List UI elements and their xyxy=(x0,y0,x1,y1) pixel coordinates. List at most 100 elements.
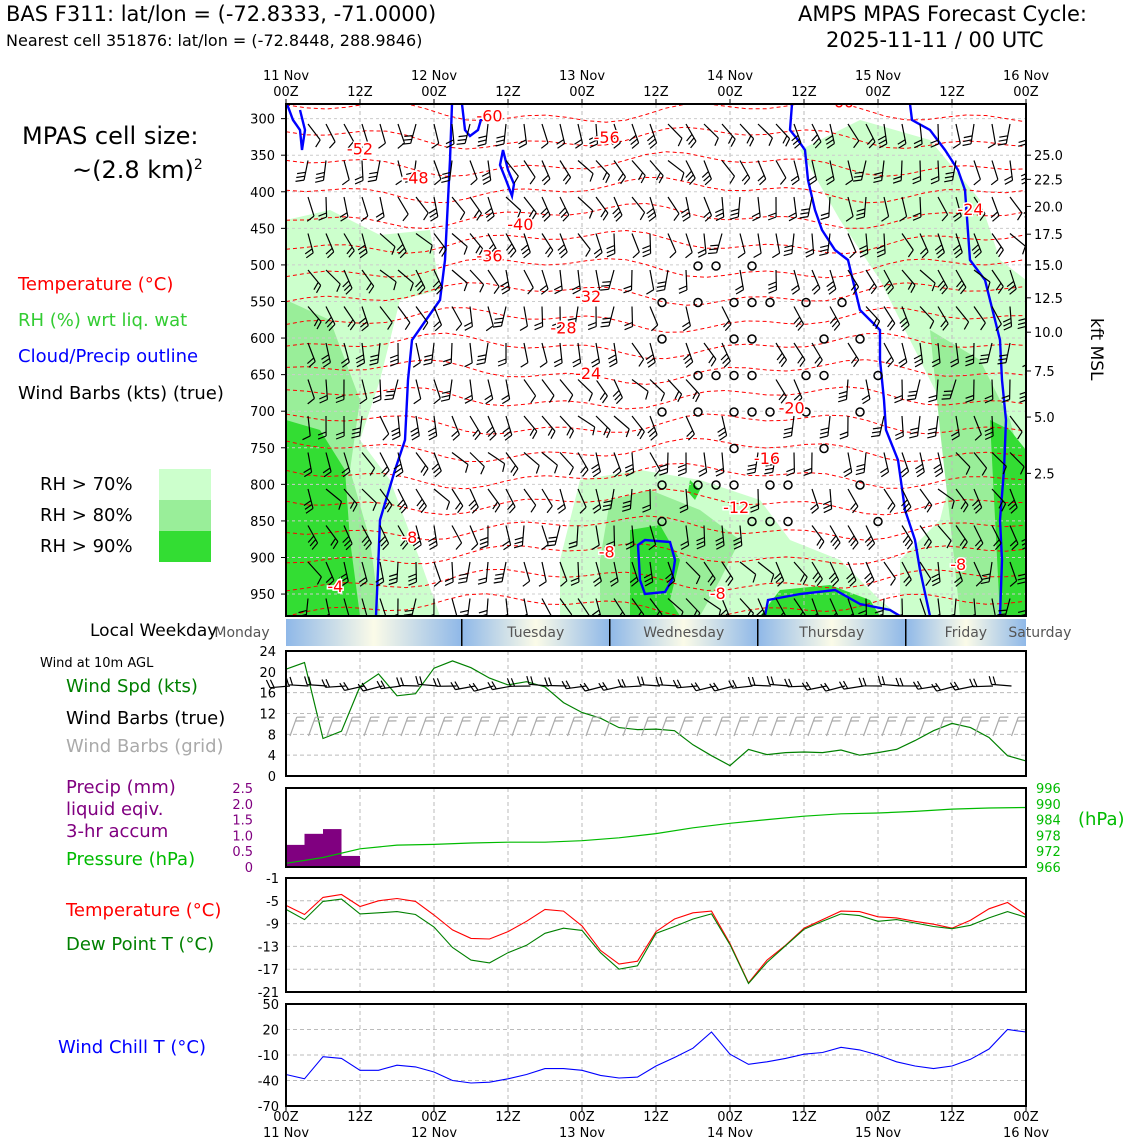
wind-barb xyxy=(793,342,806,367)
wind-barb xyxy=(477,123,489,147)
wind-barb xyxy=(720,342,731,368)
wind-barb xyxy=(343,123,355,149)
wind-barb xyxy=(541,233,554,258)
wind-barb xyxy=(808,160,818,186)
wind-barb xyxy=(520,342,529,368)
wind-barb xyxy=(883,269,895,295)
wind-barb xyxy=(403,598,417,616)
wind-barb xyxy=(423,342,435,366)
wind-barb xyxy=(341,452,351,478)
precip-y-label: 1.0 xyxy=(232,829,253,844)
wind-barb xyxy=(523,379,537,404)
legend-cloud: Cloud/Precip outline xyxy=(18,346,199,367)
grid-wind-barb xyxy=(844,716,861,737)
precip-y-label: 2.5 xyxy=(232,782,253,797)
legend-rh80: RH > 80% xyxy=(40,505,133,526)
bottom-hour-label: 12Z xyxy=(643,1110,669,1125)
wind-barb xyxy=(901,233,914,258)
wind-barb xyxy=(894,379,903,404)
wind-barb xyxy=(847,342,860,368)
wind-10m-label: Wind at 10m AGL xyxy=(40,656,154,671)
wind-barb xyxy=(912,196,922,221)
wind-barb xyxy=(559,561,568,587)
wind-barb xyxy=(379,598,387,616)
wind-barb xyxy=(595,379,608,404)
wind-barb xyxy=(335,379,345,404)
calm-circle xyxy=(747,370,757,381)
wind-barb xyxy=(354,160,364,185)
wind-barb xyxy=(487,488,501,513)
temp-y-label: -9 xyxy=(266,918,279,933)
wind-barb xyxy=(613,160,626,185)
wind-barb xyxy=(971,233,982,259)
wind-barb xyxy=(523,488,537,513)
wind-barb xyxy=(791,269,800,295)
wind-barb xyxy=(803,452,813,476)
temperature-contour-label: -52 xyxy=(347,139,373,158)
wind-barb xyxy=(950,342,960,368)
wind-barb xyxy=(415,196,429,221)
true-wind-barb xyxy=(637,676,661,687)
wind-y-label: 4 xyxy=(268,749,276,764)
wind-barb xyxy=(343,488,358,512)
wind-barb xyxy=(505,233,517,258)
wind-barb xyxy=(451,306,463,331)
wind-barb xyxy=(667,196,680,221)
wind-barb xyxy=(883,561,896,586)
wind-barb xyxy=(735,269,745,295)
wind-barb xyxy=(302,415,311,441)
top-day-label: 11 Nov xyxy=(263,69,309,84)
calm-circle xyxy=(837,297,847,308)
true-wind-barb xyxy=(526,675,550,687)
wind-barb xyxy=(405,160,417,183)
wind-barb xyxy=(592,488,602,514)
wind-barb xyxy=(469,233,484,257)
wind-barb xyxy=(340,342,350,368)
wind-barb xyxy=(696,525,706,550)
grid-wind-barb xyxy=(455,716,472,737)
grid-wind-barb xyxy=(474,716,491,737)
wind-barb xyxy=(805,233,815,258)
wind-barb xyxy=(719,598,730,616)
wind-barb xyxy=(606,525,616,550)
weekday-label: Monday xyxy=(214,625,269,641)
wind-barb xyxy=(685,123,697,149)
wind-barb xyxy=(952,196,962,222)
wind-barb xyxy=(991,306,1002,331)
wind-barb xyxy=(501,379,511,405)
wind-barb xyxy=(379,488,393,513)
wind-barb xyxy=(541,415,556,439)
wind-barb xyxy=(984,415,994,440)
weekday-label: Thursday xyxy=(798,625,864,641)
wind-barb xyxy=(1009,452,1025,475)
nearest-cell-line: Nearest cell 351876: lat/lon = (-72.8448… xyxy=(6,31,423,50)
wind-barb xyxy=(1009,196,1023,221)
wind-barb xyxy=(847,123,860,149)
grid-wind-barb xyxy=(751,716,768,737)
wind-barb xyxy=(1017,317,1026,330)
wind-barb xyxy=(444,561,454,586)
panel-frame xyxy=(285,650,1027,777)
wind-barb xyxy=(355,342,366,368)
wind-barb xyxy=(502,415,513,441)
bottom-day-label: 14 Nov xyxy=(707,1126,753,1140)
wind-barb xyxy=(433,306,443,332)
wind-barb xyxy=(973,269,991,291)
wind-barb xyxy=(451,233,468,255)
grid-wind-barb xyxy=(603,716,620,737)
wind-barb xyxy=(828,561,840,587)
calm-circle xyxy=(729,297,739,308)
pressure-label: 750 xyxy=(250,442,275,457)
wind-barb xyxy=(783,415,795,439)
pressure-label: 900 xyxy=(250,551,275,566)
true-wind-barb xyxy=(561,680,587,690)
precip-y-label: 0 xyxy=(245,861,253,876)
wind-barb xyxy=(703,123,719,147)
wind-barb xyxy=(464,306,473,331)
wind-barb xyxy=(978,342,993,365)
pressure-label: 800 xyxy=(250,478,275,493)
wind-barb xyxy=(721,561,734,586)
top-hour-label: 12Z xyxy=(643,85,669,100)
legend-temperature: Temperature (°C) xyxy=(18,274,174,295)
wind-barb xyxy=(303,452,313,478)
